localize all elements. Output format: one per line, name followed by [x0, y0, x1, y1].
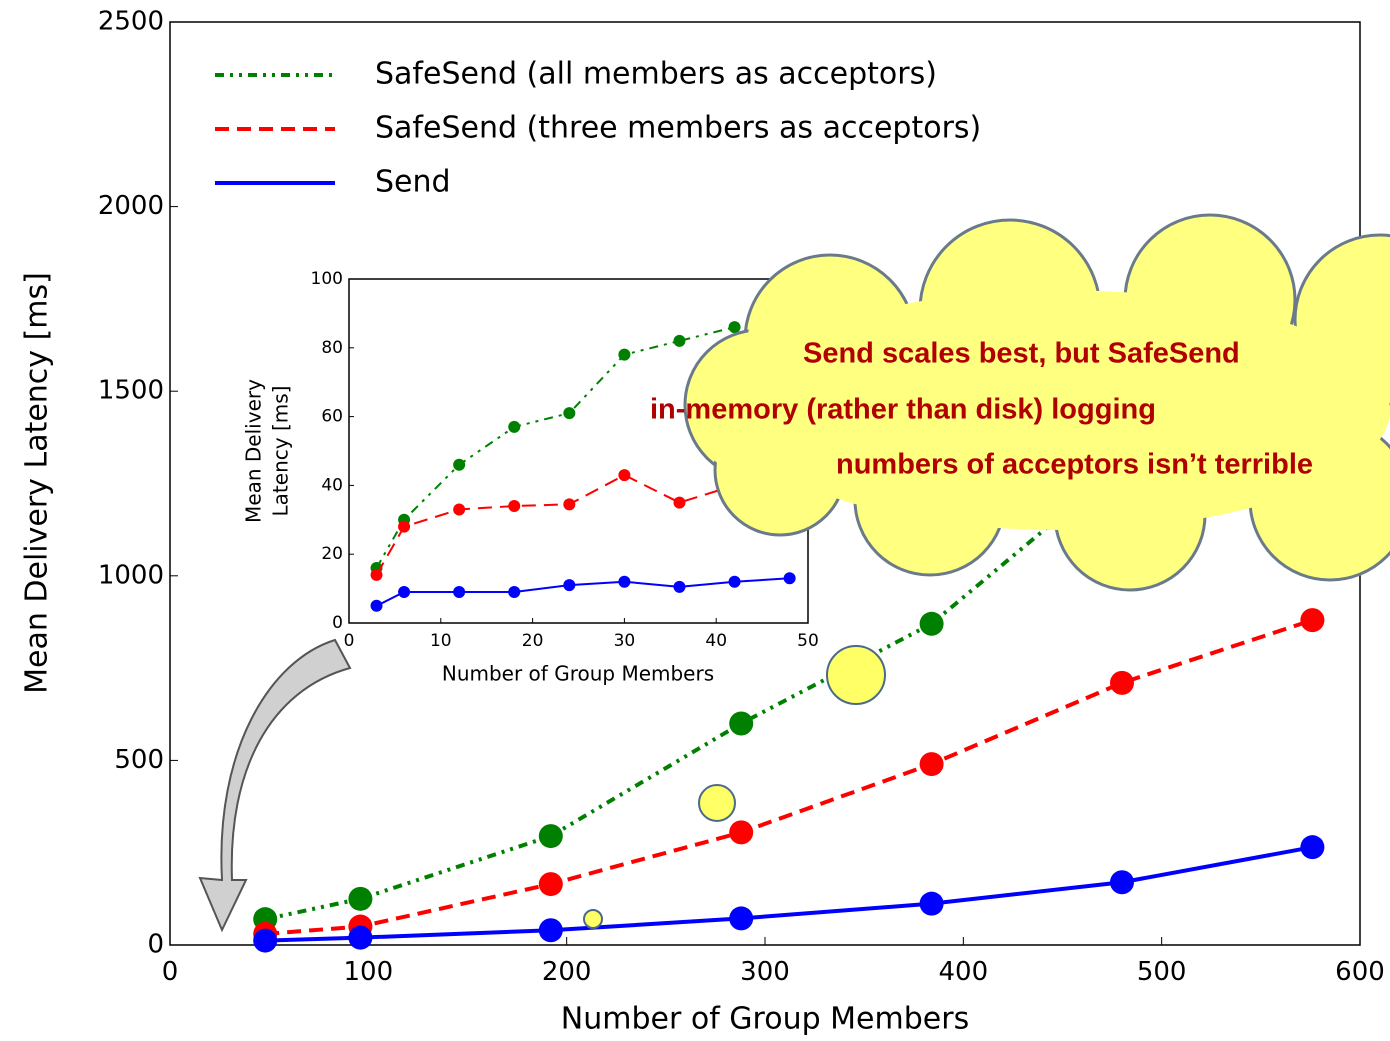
- data-point: [453, 458, 466, 471]
- data-point: [919, 752, 944, 777]
- data-point: [1110, 670, 1134, 695]
- x-tick-label: 0: [344, 631, 355, 651]
- data-point: [618, 469, 631, 482]
- data-point: [508, 586, 521, 599]
- legend-label: Send: [375, 165, 451, 200]
- highlight-circle: [826, 645, 886, 705]
- data-point: [538, 872, 563, 897]
- annotation: in-memory (rather than disk) logging: [650, 394, 1156, 426]
- x-tick-label: 500: [1137, 957, 1187, 987]
- y-tick-label: 0: [332, 613, 343, 633]
- cloud: Send scales best, but SafeSend in-memory…: [650, 213, 1390, 592]
- data-point: [538, 824, 563, 849]
- x-tick-label: 300: [740, 957, 790, 987]
- data-point: [563, 498, 576, 511]
- x-tick-label: 100: [344, 957, 394, 987]
- data-point: [1300, 608, 1325, 633]
- y-tick-label: 500: [114, 745, 164, 775]
- y-axis-label: Mean Delivery Latency [ms]: [20, 272, 55, 694]
- data-point: [453, 586, 466, 599]
- annotation: numbers of acceptors isn’t terrible: [836, 449, 1313, 481]
- y-tick-label: 1000: [98, 560, 164, 590]
- y-axis-label: Mean Delivery: [242, 379, 266, 523]
- data-point: [508, 500, 521, 513]
- data-point: [673, 334, 686, 347]
- data-point: [729, 711, 754, 736]
- data-point: [563, 579, 576, 592]
- x-tick-label: 10: [430, 631, 452, 651]
- data-point: [370, 568, 383, 581]
- data-point: [728, 575, 741, 588]
- x-tick-label: 20: [522, 631, 544, 651]
- data-point: [783, 572, 796, 585]
- arrow: [198, 638, 352, 933]
- data-point: [1110, 870, 1134, 895]
- y-tick-label: 1500: [98, 376, 164, 406]
- data-point: [398, 586, 411, 599]
- data-point: [348, 925, 373, 950]
- data-point: [348, 886, 373, 911]
- x-tick-label: 30: [614, 631, 636, 651]
- y-tick-label: 100: [311, 269, 343, 289]
- legend-label: SafeSend (all members as acceptors): [375, 57, 937, 92]
- data-point: [673, 496, 686, 509]
- data-point: [673, 580, 686, 593]
- data-point: [728, 321, 741, 334]
- y-tick-label: 60: [321, 407, 343, 427]
- annotation: Send scales best, but SafeSend: [803, 338, 1240, 370]
- x-axis-label: Number of Group Members: [442, 662, 714, 686]
- data-point: [563, 407, 576, 420]
- data-point: [919, 891, 944, 916]
- highlight-circle: [698, 784, 736, 822]
- y-tick-label: 2500: [98, 7, 164, 37]
- data-point: [453, 503, 466, 516]
- highlight-circle: [583, 909, 603, 929]
- y-tick-label: 20: [321, 544, 343, 564]
- legend-label: SafeSend (three members as acceptors): [375, 111, 981, 146]
- data-point: [618, 575, 631, 588]
- x-tick-label: 40: [705, 631, 727, 651]
- data-point: [370, 599, 383, 612]
- data-point: [618, 348, 631, 361]
- data-point: [919, 611, 944, 636]
- data-point: [253, 928, 278, 953]
- data-point: [538, 918, 563, 943]
- data-point: [729, 820, 754, 845]
- x-tick-label: 200: [542, 957, 592, 987]
- x-axis-label: Number of Group Members: [561, 1002, 969, 1037]
- y-tick-label: 80: [321, 338, 343, 358]
- x-tick-label: 400: [939, 957, 989, 987]
- data-point: [1300, 835, 1325, 860]
- data-point: [729, 906, 754, 931]
- data-point: [508, 420, 521, 433]
- x-tick-label: 600: [1335, 957, 1385, 987]
- x-tick-label: 50: [797, 631, 819, 651]
- inset-chart: 0 10 20 30 40 50 0 20 40 60 80 100 Number of Group M…: [242, 269, 819, 686]
- y-tick-label: 2000: [98, 191, 164, 221]
- x-tick-label: 0: [162, 957, 179, 987]
- y-axis-label: Latency [ms]: [269, 386, 293, 517]
- y-tick-label: 40: [321, 475, 343, 495]
- y-tick-label: 0: [147, 930, 164, 960]
- data-point: [398, 520, 411, 533]
